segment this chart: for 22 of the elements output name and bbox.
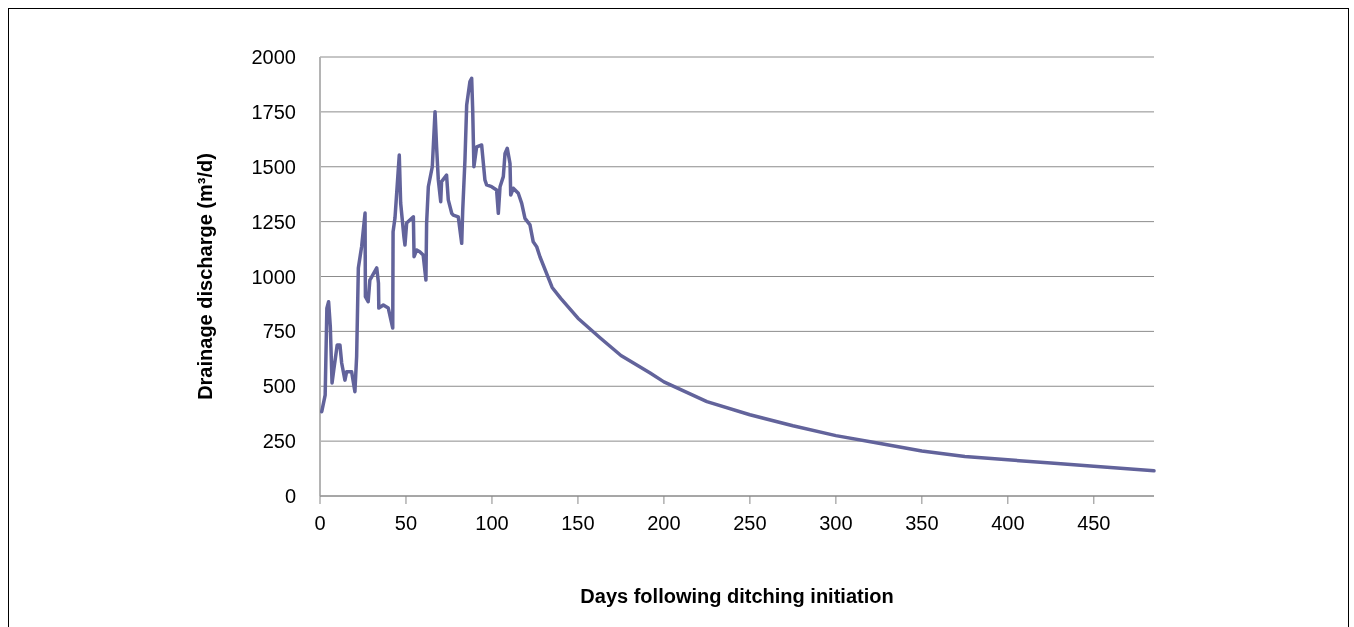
- y-tick-label: 2000: [251, 46, 296, 68]
- x-tick-label: 150: [561, 512, 595, 534]
- y-axis-title: Drainage discharge (m³/d): [194, 153, 216, 400]
- y-tick-label: 750: [262, 320, 296, 343]
- y-tick-label: 0: [284, 485, 296, 507]
- x-tick-label: 0: [314, 512, 326, 534]
- line-series: [319, 76, 1156, 473]
- y-tick-label: 1750: [251, 100, 296, 123]
- y-tick-label: 1000: [251, 265, 296, 288]
- x-axis-title: Days following ditching initiation: [580, 585, 894, 607]
- y-tick-label: 250: [262, 430, 296, 453]
- y-tick-label: 1500: [251, 155, 296, 178]
- x-tick-label: 400: [991, 512, 1025, 534]
- x-tick-label: 250: [733, 512, 767, 534]
- x-tick-label: 100: [475, 512, 509, 534]
- y-tick-label: 500: [262, 375, 296, 398]
- x-tick-label: 300: [819, 512, 853, 534]
- x-tick-label: 450: [1077, 512, 1111, 534]
- x-tick-label: 350: [905, 512, 939, 534]
- x-tick-label: 200: [647, 512, 681, 534]
- y-tick-label: 1250: [251, 210, 296, 233]
- x-tick-label: 50: [394, 512, 418, 534]
